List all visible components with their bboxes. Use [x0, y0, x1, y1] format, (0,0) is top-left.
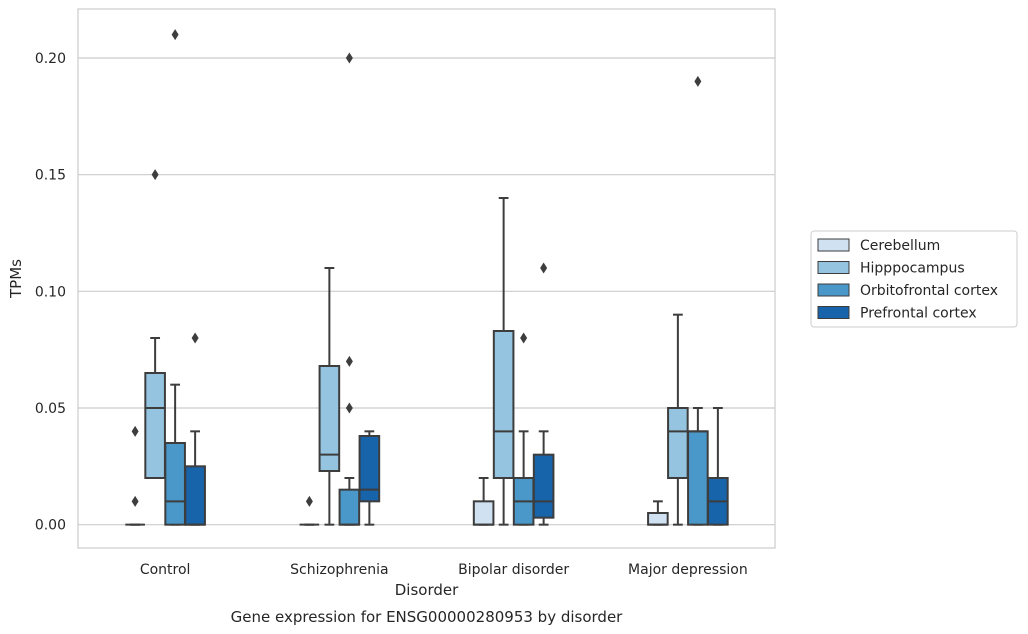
legend-swatch [817, 306, 850, 319]
outlier-point [191, 332, 199, 344]
y-tick-label: 0.15 [35, 168, 66, 184]
box-iqr [647, 512, 669, 526]
box-cerebellum [647, 500, 669, 526]
outlier-point [520, 332, 528, 344]
outlier-point [694, 75, 702, 87]
box-cerebellum [125, 425, 145, 526]
y-tick-label: 0.00 [35, 518, 66, 534]
x-axis-label: Disorder [395, 581, 459, 599]
x-tick-label: Bipolar disorder [458, 562, 569, 578]
box-orbitofrontal-cortex [687, 75, 709, 526]
x-tick-label: Schizophrenia [290, 562, 388, 578]
legend-label: Orbitofrontal cortex [860, 283, 998, 299]
legend-label: Cerebellum [860, 238, 940, 254]
box-iqr [164, 442, 186, 526]
box-hipppocampus [318, 267, 341, 526]
box-prefrontal-cortex [532, 262, 555, 526]
box-hipppocampus [144, 169, 166, 479]
outlier-point [540, 262, 548, 274]
outlier-point [131, 425, 139, 437]
box-orbitofrontal-cortex [338, 52, 361, 526]
y-tick-label: 0.10 [35, 284, 66, 300]
figure-caption: Gene expression for ENSG00000280953 by d… [231, 608, 624, 626]
box-hipppocampus [492, 197, 515, 526]
outlier-point [151, 169, 159, 181]
y-tick-label: 0.20 [35, 51, 66, 67]
box-prefrontal-cortex [184, 332, 206, 526]
outlier-point [305, 495, 313, 507]
box-iqr [492, 330, 515, 479]
outlier-point [345, 355, 353, 367]
box-iqr [472, 500, 495, 526]
box-iqr [144, 372, 166, 479]
legend-swatch [817, 283, 850, 297]
legend-swatch [817, 261, 850, 274]
x-tick-label: Major depression [628, 562, 748, 578]
box-iqr [318, 365, 341, 472]
box-iqr [687, 430, 709, 526]
legend-label: Hipppocampus [860, 261, 965, 277]
legend-swatch [817, 238, 850, 252]
outlier-point [345, 402, 353, 414]
box-iqr [358, 435, 381, 503]
box-hipppocampus [667, 313, 689, 526]
box-iqr [184, 465, 206, 526]
plot-frame [77, 8, 776, 549]
legend-label: Prefrontal cortex [860, 306, 977, 322]
box-orbitofrontal-cortex [164, 29, 186, 526]
outlier-point [345, 52, 353, 64]
y-axis-label: TPMs [7, 259, 25, 299]
box-orbitofrontal-cortex [512, 332, 535, 526]
box-iqr [338, 488, 361, 526]
x-tick-label: Control [140, 562, 191, 578]
outlier-point [131, 495, 139, 507]
box-groups [125, 29, 729, 526]
box-iqr [667, 407, 689, 479]
y-tick-label: 0.05 [35, 401, 66, 417]
x-axis-ticks: Control Schizophrenia Bipolar disorder Majo… [140, 562, 748, 578]
legend: Cerebellum Hipppocampus Orbitofrontal cort… [810, 230, 1018, 328]
box-prefrontal-cortex [707, 407, 729, 526]
outlier-point [171, 29, 179, 41]
box-iqr [532, 453, 555, 519]
box-prefrontal-cortex [358, 430, 381, 526]
y-axis-ticks: 0.00 0.05 0.10 0.15 0.20 [35, 51, 66, 534]
legend-frame [810, 230, 1018, 328]
box-cerebellum [299, 495, 320, 526]
box-cerebellum [472, 477, 495, 526]
